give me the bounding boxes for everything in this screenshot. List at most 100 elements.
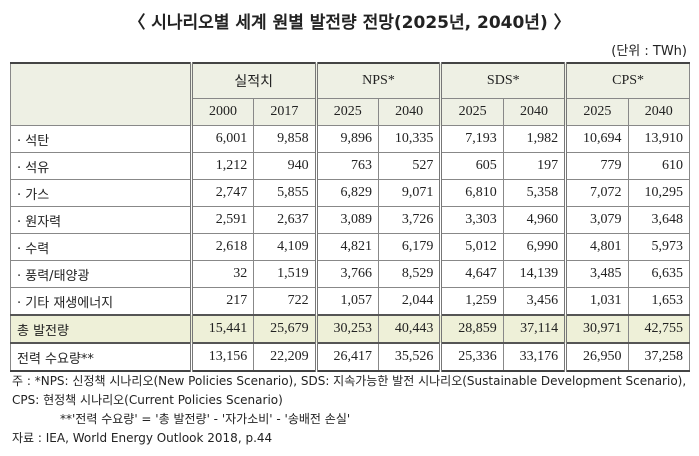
note: 주 : *NPS: 신정책 시나리오(New Policies Scenario…: [12, 374, 687, 407]
table-row: · 원자력 2,591 2,637 3,089 3,726 3,303 4,960 3,079…: [10, 206, 691, 234]
year-header: 2017: [253, 98, 317, 126]
cell: 13,156: [189, 342, 255, 372]
cell: 1,031: [564, 287, 629, 316]
cell: 1,653: [627, 287, 691, 316]
table-row: · 석탄 6,001 9,858 9,896 10,335 7,193 1,982 10,69…: [10, 125, 691, 153]
group-header: CPS*: [564, 62, 690, 99]
cell: 8,529: [377, 260, 442, 288]
row-label: · 기타 재생에너지: [10, 287, 192, 316]
header-row: 실적치 NPS* SDS* CPS*: [10, 62, 690, 126]
row-label: · 풍력/태양광: [10, 260, 192, 288]
cell: 2,044: [377, 287, 442, 316]
group-header: NPS*: [314, 62, 442, 99]
cell: 32: [189, 260, 255, 288]
cell: 3,648: [627, 206, 691, 234]
cell: 197: [502, 152, 567, 180]
unit: (단위 : TWh): [611, 44, 687, 59]
cell: 2,591: [189, 206, 255, 234]
cell: 2,618: [189, 233, 255, 261]
cell: 1,212: [189, 152, 255, 180]
table-row: · 석유 1,212 940 763 527 605 197 779 610: [10, 152, 691, 180]
year-header: 2025: [439, 98, 504, 126]
cell: 3,456: [502, 287, 567, 316]
cell: 33,176: [502, 342, 567, 372]
note: 자료 : IEA, World Energy Outlook 2018, p.4…: [12, 431, 273, 445]
cell: 5,855: [253, 179, 317, 207]
cell: 6,990: [502, 233, 567, 261]
table-row: · 수력 2,618 4,109 4,821 6,179 5,012 6,990 4,801 5…: [10, 233, 691, 261]
cell: 30,971: [564, 314, 629, 344]
cell: 6,179: [377, 233, 442, 261]
cell: 15,441: [189, 314, 255, 344]
cell: 37,258: [627, 342, 691, 372]
cell: 22,209: [253, 342, 317, 372]
cell: 7,193: [439, 125, 504, 153]
cell: 4,647: [439, 260, 504, 288]
cell: 10,335: [377, 125, 442, 153]
table-row: 총 발전량 15,441 25,679 30,253 40,443 28,859 37,11…: [10, 314, 691, 344]
row-label: · 석유: [10, 152, 192, 180]
note: **'전력 수요량' = '총 발전량' - '자가소비' - '송배전 손실': [60, 412, 351, 426]
cell: 3,726: [377, 206, 442, 234]
cell: 37,114: [502, 314, 567, 344]
cell: 1,259: [439, 287, 504, 316]
row-label: 전력 수요량**: [10, 342, 192, 372]
cell: 5,012: [439, 233, 504, 261]
cell: 26,417: [314, 342, 379, 372]
cell: 1,519: [253, 260, 317, 288]
cell: 9,896: [314, 125, 379, 153]
title: 〈 시나리오별 세계 원별 발전량 전망(2025년, 2040년) 〉: [128, 13, 571, 33]
cell: 25,679: [253, 314, 317, 344]
year-header: 2025: [314, 98, 379, 126]
cell: 3,485: [564, 260, 629, 288]
cell: 527: [377, 152, 442, 180]
cell: 4,109: [253, 233, 317, 261]
cell: 610: [627, 152, 691, 180]
cell: 25,336: [439, 342, 504, 372]
cell: 4,801: [564, 233, 629, 261]
notes: 주 : *NPS: 신정책 시나리오(New Policies Scenario…: [12, 372, 688, 448]
cell: 40,443: [377, 314, 442, 344]
cell: 217: [189, 287, 255, 316]
row-label: · 수력: [10, 233, 192, 261]
cell: 2,747: [189, 179, 255, 207]
row-label: 총 발전량: [10, 314, 192, 344]
cell: 10,694: [564, 125, 629, 153]
cell: 42,755: [627, 314, 691, 344]
row-label: · 석탄: [10, 125, 192, 153]
cell: 5,973: [627, 233, 691, 261]
row-label: · 가스: [10, 179, 192, 207]
cell: 605: [439, 152, 504, 180]
table-row: · 가스 2,747 5,855 6,829 9,071 6,810 5,358 7,072 1…: [10, 179, 691, 207]
cell: 13,910: [627, 125, 691, 153]
cell: 6,001: [189, 125, 255, 153]
cell: 6,829: [314, 179, 379, 207]
corner-cell: [10, 62, 192, 126]
year-header: 2040: [502, 98, 567, 126]
year-row: 2000 2017 2025 2040 2025 2040 2025 2040: [11, 98, 691, 126]
cell: 26,950: [564, 342, 629, 372]
cell: 4,821: [314, 233, 379, 261]
data-table: 실적치 NPS* SDS* CPS* 2000 2017 2025 2040 2025 2040 2…: [10, 62, 691, 372]
cell: 3,766: [314, 260, 379, 288]
cell: 722: [253, 287, 317, 316]
table-row: · 기타 재생에너지 217 722 1,057 2,044 1,259 3,456 1,03…: [10, 287, 691, 316]
cell: 4,960: [502, 206, 567, 234]
group-header: SDS*: [439, 62, 567, 99]
cell: 3,303: [439, 206, 504, 234]
cell: 9,858: [253, 125, 317, 153]
cell: 2,637: [253, 206, 317, 234]
group-header: 실적치: [189, 62, 317, 99]
cell: 14,139: [502, 260, 567, 288]
cell: 763: [314, 152, 379, 180]
table-row: 전력 수요량** 13,156 22,209 26,417 35,526 25,336 33…: [10, 342, 691, 372]
cell: 1,057: [314, 287, 379, 316]
cell: 779: [564, 152, 629, 180]
year-header: 2000: [189, 98, 255, 126]
cell: 940: [253, 152, 317, 180]
year-header: 2040: [627, 98, 691, 126]
cell: 30,253: [314, 314, 379, 344]
cell: 9,071: [377, 179, 442, 207]
cell: 5,358: [502, 179, 567, 207]
